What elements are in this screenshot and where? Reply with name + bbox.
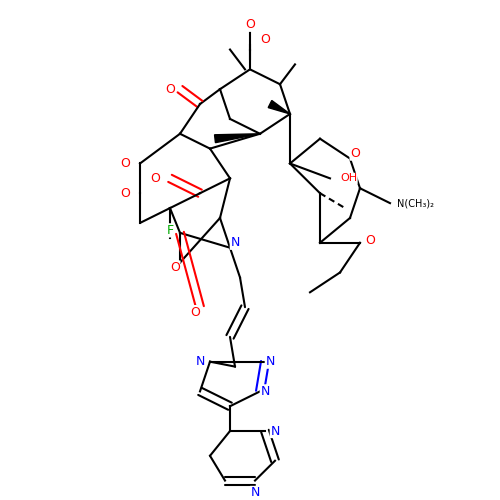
Text: O: O: [350, 147, 360, 160]
Text: N: N: [250, 486, 260, 500]
Text: N: N: [196, 355, 204, 368]
Polygon shape: [214, 134, 260, 142]
Text: N: N: [266, 355, 274, 368]
Text: O: O: [365, 234, 375, 247]
Text: N(CH₃)₂: N(CH₃)₂: [398, 198, 434, 208]
Text: F: F: [166, 224, 173, 237]
Polygon shape: [268, 100, 290, 114]
Text: N: N: [260, 385, 270, 398]
Text: O: O: [165, 82, 175, 96]
Text: O: O: [120, 186, 130, 200]
Text: O: O: [245, 18, 255, 32]
Text: O: O: [190, 306, 200, 318]
Text: O: O: [120, 157, 130, 170]
Text: O: O: [170, 261, 180, 274]
Text: N: N: [230, 236, 239, 250]
Text: O: O: [150, 172, 160, 185]
Text: OH: OH: [340, 174, 357, 184]
Text: N: N: [270, 424, 280, 438]
Text: O: O: [260, 33, 270, 46]
